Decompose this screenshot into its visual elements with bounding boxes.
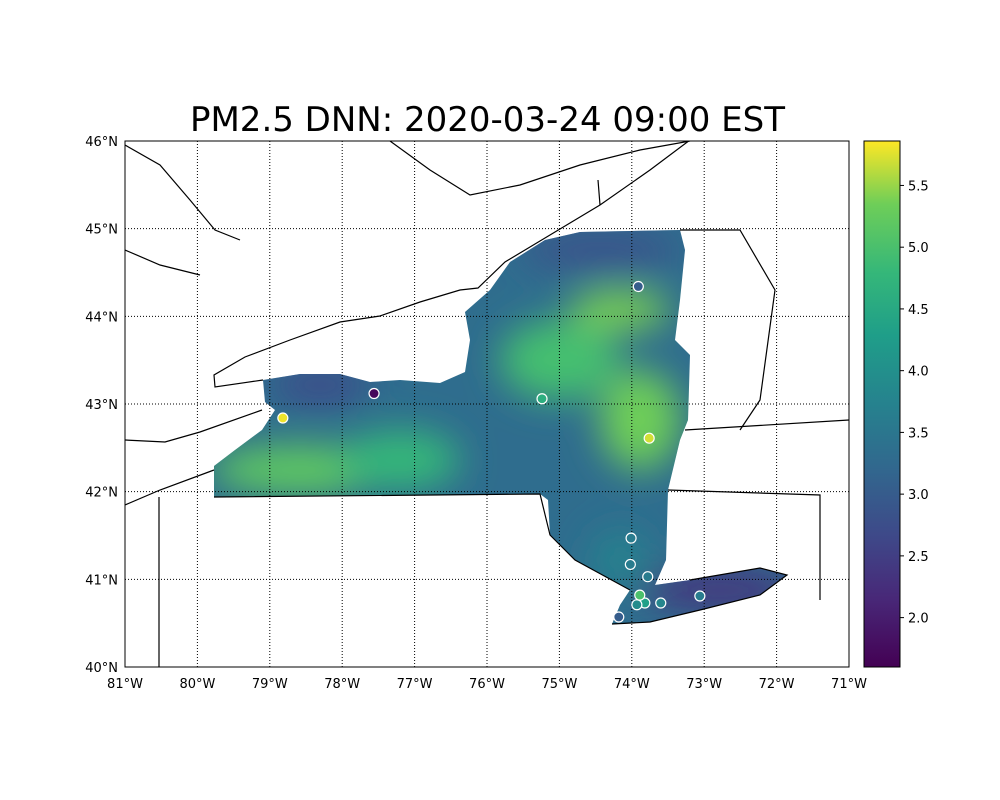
station-marker: [613, 611, 625, 623]
colorbar-tick-label: 5.0: [908, 241, 929, 256]
lon-tick-label: 73°W: [686, 677, 722, 692]
station-marker: [277, 412, 289, 424]
lat-tick-label: 41°N: [85, 573, 118, 588]
lon-tick-label: 81°W: [107, 677, 143, 692]
colorbar-tick-label: 5.5: [908, 179, 929, 194]
colorbar-tick-label: 3.0: [908, 488, 929, 503]
map-title: PM2.5 DNN: 2020-03-24 09:00 EST: [189, 100, 786, 140]
colorbar-tick-label: 2.5: [908, 550, 929, 565]
lon-tick-label: 72°W: [759, 677, 795, 692]
station-marker: [634, 589, 646, 601]
station-marker: [624, 558, 636, 571]
colorbar-ticks: 2.0 2.5 3.0 3.5 4.0 4.5 5.0 5.5: [900, 179, 929, 627]
colorbar-tick-label: 2.0: [908, 612, 929, 627]
lon-tick-label: 78°W: [324, 677, 360, 692]
station-marker: [631, 599, 643, 611]
station-marker: [642, 571, 654, 583]
station-marker: [625, 532, 637, 544]
lon-tick-label: 71°W: [831, 677, 867, 692]
lat-tick-label: 44°N: [85, 310, 118, 325]
lon-tick-label: 79°W: [252, 677, 288, 692]
lat-tick-label: 46°N: [85, 135, 118, 150]
colorbar-tick-label: 4.5: [908, 303, 929, 318]
lon-tick-label: 74°W: [614, 677, 650, 692]
lon-tick-label: 77°W: [397, 677, 433, 692]
graticule: [125, 141, 849, 667]
coastlines: [125, 141, 849, 667]
map-frame: [124, 140, 850, 668]
lon-tick-label: 76°W: [469, 677, 505, 692]
station-marker: [643, 432, 655, 444]
station-marker: [632, 280, 644, 293]
colorbar: [863, 140, 901, 668]
colorbar-tick-label: 4.0: [908, 365, 929, 380]
lon-tick-label: 75°W: [541, 677, 577, 692]
colorbar-tick-label: 3.5: [908, 426, 929, 441]
lat-tick-label: 45°N: [85, 223, 118, 238]
station-marker: [368, 387, 380, 400]
station-marker: [655, 597, 667, 609]
lat-tick-label: 40°N: [85, 661, 118, 676]
station-marker: [536, 393, 548, 405]
lat-tick-label: 43°N: [85, 398, 118, 413]
stations: [277, 280, 706, 623]
lat-tick-label: 42°N: [85, 486, 118, 501]
station-marker: [694, 590, 706, 602]
lon-tick-label: 80°W: [179, 677, 215, 692]
